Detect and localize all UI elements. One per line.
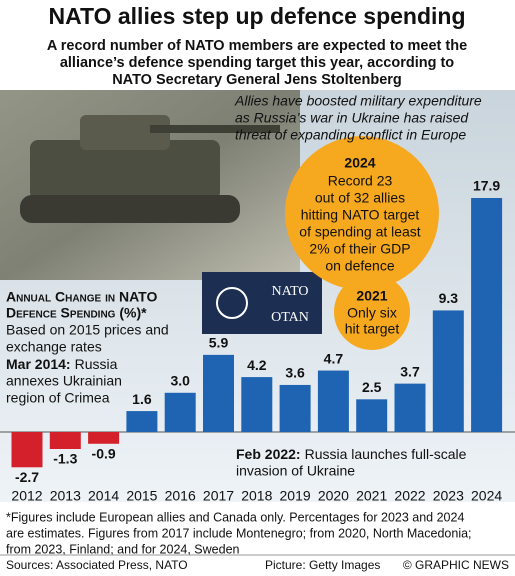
callout-text: on defence [325, 258, 394, 274]
nato-flag [202, 272, 322, 334]
callout-bubble [334, 274, 410, 350]
x-tick-label: 2020 [318, 488, 349, 504]
sources: Sources: Associated Press, NATO [6, 558, 188, 572]
subtitle: A record number of NATO members are expe… [47, 38, 467, 54]
value-label: 2.5 [362, 379, 382, 395]
x-tick-label: 2021 [356, 488, 387, 504]
value-label: 4.7 [324, 350, 344, 366]
annotation-text: Russia launches full-scale [305, 446, 467, 462]
bar [356, 399, 388, 432]
value-label: 17.9 [473, 178, 500, 194]
annotation-text: region of Crimea [6, 390, 110, 406]
bar [317, 370, 349, 432]
bar [432, 310, 464, 432]
value-label: 1.6 [132, 391, 152, 407]
annotation-label: Feb 2022: [236, 446, 301, 462]
subtitle: alliance’s defence spending target this … [60, 55, 454, 71]
x-tick-label: 2017 [203, 488, 234, 504]
copyright: © GRAPHIC NEWS [403, 558, 509, 572]
annotation-label: Mar 2014: [6, 356, 71, 372]
chart-title: Annual Change in NATO [6, 289, 157, 305]
callout-text: hitting NATO target [301, 207, 420, 223]
callout-label: 2021 [356, 288, 387, 304]
annotation-text: Russia [75, 356, 118, 372]
x-tick-label: 2014 [88, 488, 119, 504]
bar [11, 432, 43, 468]
callout-bubble [285, 136, 439, 290]
annotation-text: invasion of Ukraine [236, 463, 355, 479]
footnote: *Figures include European allies and Can… [6, 510, 464, 524]
callout-text: out of 32 allies [315, 190, 405, 206]
bar [279, 384, 311, 432]
bar [164, 392, 196, 432]
bar [241, 377, 273, 432]
bar [126, 411, 158, 432]
x-tick-label: 2015 [126, 488, 157, 504]
chart-subtitle: Based on 2015 prices and [6, 322, 169, 338]
chart-title: Defence Spending (%)* [6, 305, 147, 321]
x-tick-label: 2022 [394, 488, 425, 504]
x-tick-label: 2024 [471, 488, 502, 504]
photo-tank-turret [80, 115, 170, 150]
value-label: 3.7 [400, 363, 420, 379]
callout-text: 2% of their GDP [309, 241, 410, 257]
bar [394, 383, 426, 432]
value-label: 3.0 [170, 372, 190, 388]
photo-tank-gun [150, 125, 280, 133]
subtitle: NATO Secretary General Jens Stoltenberg [112, 72, 402, 88]
annotation-text: annexes Ukrainian [6, 373, 122, 389]
chart-subtitle: exchange rates [6, 339, 102, 355]
photo-tank-tracks [20, 195, 240, 223]
photo-caption: as Russia’s war in Ukraine has raised [235, 110, 469, 126]
flag-text: NATO [271, 284, 308, 299]
annotation: Feb 2022: Russia launches full-scale [236, 446, 467, 462]
bar [49, 432, 81, 449]
value-label: 4.2 [247, 357, 267, 373]
photo-caption: threat of expanding conflict in Europe [235, 127, 466, 143]
flag-text: OTAN [271, 310, 309, 325]
bar [471, 198, 503, 432]
value-label: 3.6 [285, 365, 305, 381]
x-tick-label: 2023 [433, 488, 464, 504]
callout-text: Only six [347, 305, 397, 321]
x-tick-label: 2016 [165, 488, 196, 504]
value-label: -1.3 [53, 451, 77, 467]
x-tick-label: 2018 [241, 488, 272, 504]
footnote: from 2023, Finland; and for 2024, Sweden [6, 542, 240, 556]
callout-text: Record 23 [328, 173, 393, 189]
bar [88, 432, 120, 444]
annotation: Mar 2014: Russia [6, 356, 118, 372]
value-label: 9.3 [439, 290, 459, 306]
photo-tank-hull [30, 140, 220, 200]
value-label: 5.9 [209, 335, 229, 351]
footnote: are estimates. Figures from 2017 include… [6, 526, 472, 540]
value-label: -2.7 [15, 469, 39, 485]
photo-caption: Allies have boosted military expenditure [234, 93, 482, 109]
callout-label: 2024 [344, 155, 375, 171]
nato-emblem [216, 287, 248, 319]
picture-credit: Picture: Getty Images [265, 558, 380, 572]
callout-text: of spending at least [299, 224, 421, 240]
bar [203, 354, 234, 432]
callout-text: hit target [345, 321, 400, 337]
x-tick-label: 2013 [50, 488, 81, 504]
x-tick-label: 2012 [11, 488, 42, 504]
x-tick-label: 2019 [280, 488, 311, 504]
value-label: -0.9 [92, 445, 116, 461]
title: NATO allies step up defence spending [48, 3, 465, 29]
